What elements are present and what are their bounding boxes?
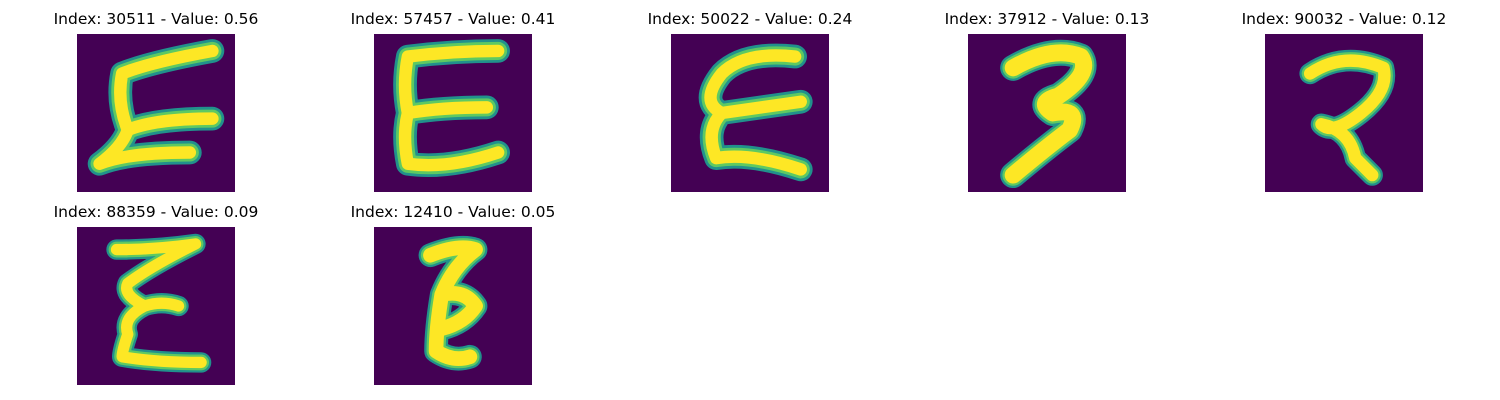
image-panel: Index: 57457 - Value: 0.41 <box>297 0 597 192</box>
panel-title: Index: 90032 - Value: 0.12 <box>1241 10 1447 28</box>
digit-image <box>77 227 235 385</box>
digit-image <box>968 34 1126 192</box>
image-panel: Index: 88359 - Value: 0.09 <box>0 193 300 385</box>
panel-title: Index: 50022 - Value: 0.24 <box>647 10 853 28</box>
digit-image <box>374 227 532 385</box>
letter-e-glyph <box>106 233 212 373</box>
digit-image <box>374 34 532 192</box>
panel-title: Index: 57457 - Value: 0.41 <box>350 10 556 28</box>
letter-e-glyph <box>698 43 813 182</box>
digit-3-glyph <box>1000 39 1097 189</box>
image-panel: Index: 90032 - Value: 0.12 <box>1188 0 1488 192</box>
panel-title: Index: 12410 - Value: 0.05 <box>350 203 556 221</box>
digit-image <box>77 34 235 192</box>
letter-e-glyph <box>87 39 225 176</box>
letter-e-glyph <box>393 39 510 177</box>
digit-2-glyph <box>1299 49 1396 186</box>
image-panel: Index: 50022 - Value: 0.24 <box>594 0 894 192</box>
letter-e-glyph <box>418 235 488 371</box>
panel-title: Index: 88359 - Value: 0.09 <box>53 203 259 221</box>
panel-title: Index: 37912 - Value: 0.13 <box>944 10 1150 28</box>
image-panel: Index: 12410 - Value: 0.05 <box>297 193 597 385</box>
digit-image <box>671 34 829 192</box>
image-panel: Index: 37912 - Value: 0.13 <box>891 0 1191 192</box>
panel-title: Index: 30511 - Value: 0.56 <box>53 10 259 28</box>
image-panel: Index: 30511 - Value: 0.56 <box>0 0 300 192</box>
digit-image <box>1265 34 1423 192</box>
